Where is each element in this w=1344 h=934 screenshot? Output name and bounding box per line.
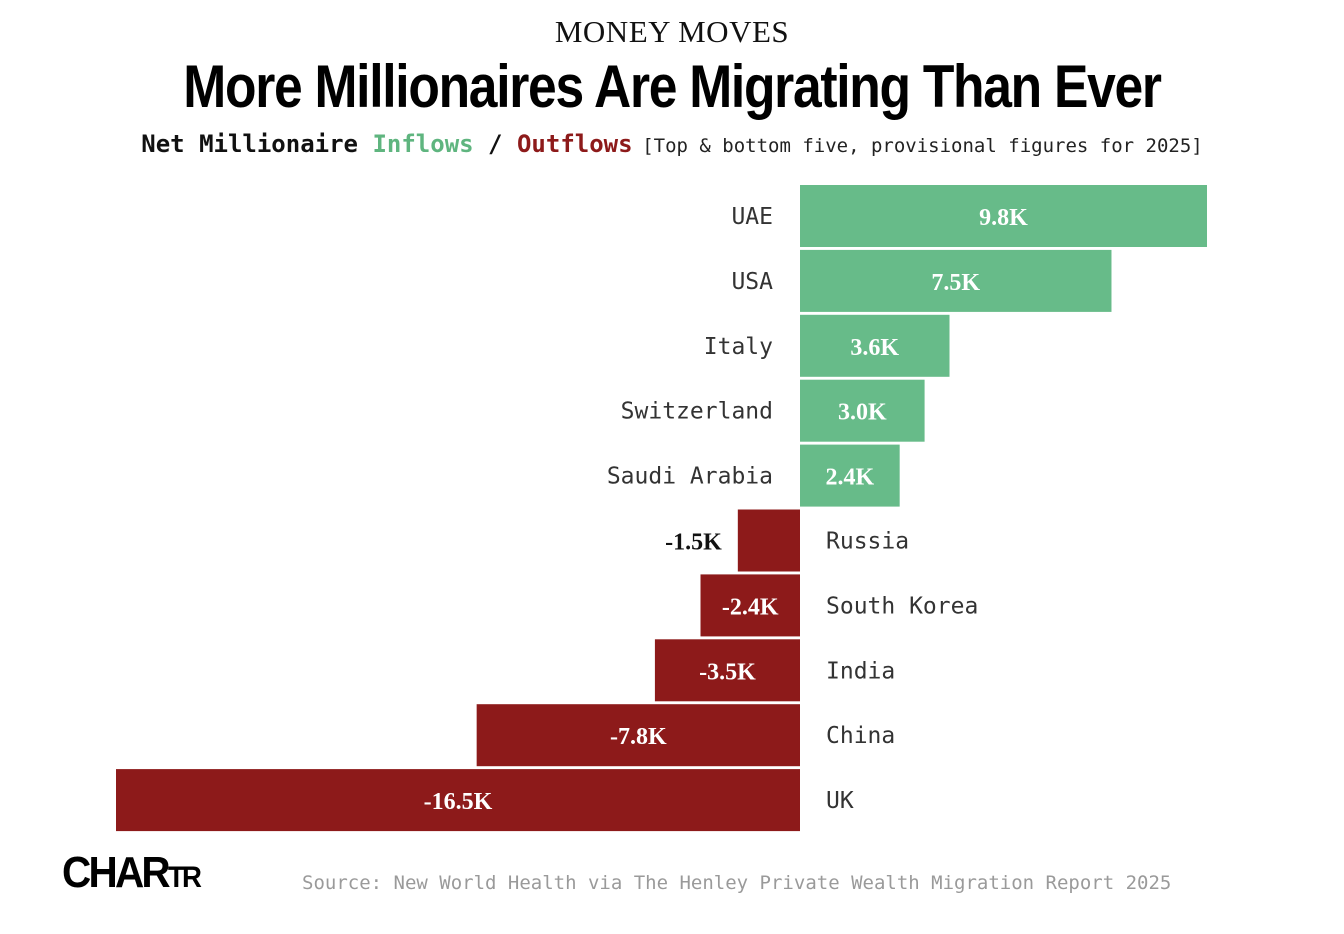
value-label-china: -7.8K — [610, 724, 667, 750]
category-label-uae: UAE — [731, 204, 773, 230]
bar-china — [476, 704, 800, 767]
source-note: Source: New World Health via The Henley … — [302, 872, 1172, 894]
value-label-south-korea: -2.4K — [722, 594, 779, 620]
category-label-saudi-arabia: Saudi Arabia — [607, 464, 773, 490]
category-label-india: India — [826, 658, 895, 684]
bar-italy — [800, 314, 950, 377]
subtitle-separator: / — [473, 130, 517, 158]
category-label-china: China — [826, 723, 895, 749]
value-label-usa: 7.5K — [931, 270, 980, 296]
value-label-switzerland: 3.0K — [838, 400, 887, 426]
value-label-india: -3.5K — [699, 659, 756, 685]
category-label-usa: USA — [731, 269, 773, 295]
logo-small: TR — [167, 861, 202, 894]
category-label-italy: Italy — [704, 334, 773, 360]
value-label-italy: 3.6K — [850, 335, 899, 361]
bar-switzerland — [800, 379, 925, 442]
value-label-uae: 9.8K — [979, 205, 1028, 231]
bar-usa — [800, 249, 1112, 312]
bar-india — [654, 639, 800, 702]
category-label-uk: UK — [826, 788, 854, 814]
value-label-russia: -1.5K — [665, 530, 722, 556]
value-label-uk: -16.5K — [424, 789, 493, 815]
bar-south-korea — [700, 574, 800, 637]
category-label-south-korea: South Korea — [826, 593, 978, 619]
chartr-logo: CHARTR — [62, 848, 202, 898]
value-label-saudi-arabia: 2.4K — [826, 465, 875, 491]
subtitle-note: [Top & bottom five, provisional figures … — [642, 135, 1203, 157]
bar-uae — [800, 185, 1207, 247]
chart-title: More Millionaires Are Migrating Than Eve… — [183, 53, 1162, 120]
category-label-russia: Russia — [826, 529, 909, 555]
category-label-switzerland: Switzerland — [621, 399, 773, 425]
subtitle-outflows: Outflows — [516, 130, 633, 158]
logo-main: CHAR — [62, 848, 171, 897]
chart-subtitle: Net Millionaire Inflows / Outflows [Top … — [0, 130, 1344, 158]
bar-uk — [116, 769, 800, 832]
subtitle-prefix: Net Millionaire — [141, 130, 373, 158]
bar-saudi-arabia — [800, 444, 900, 507]
bar-russia — [737, 509, 800, 572]
subtitle-inflows: Inflows — [372, 130, 474, 158]
chart-kicker: MONEY MOVES — [554, 14, 790, 49]
